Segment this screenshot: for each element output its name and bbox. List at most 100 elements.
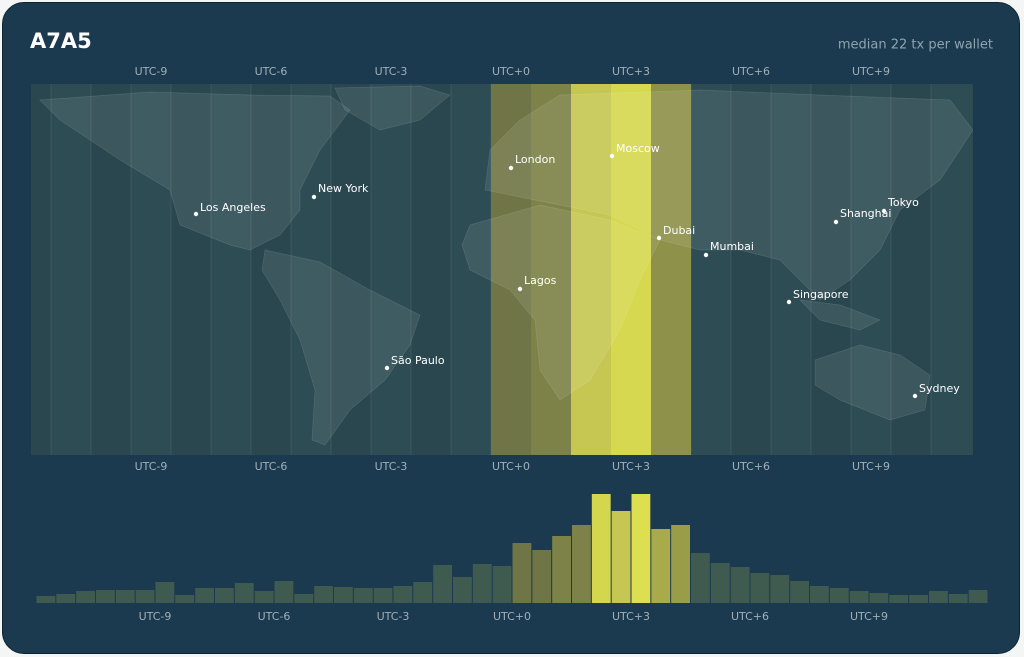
map-top-tick-label: UTC+0 — [492, 65, 530, 78]
cities: Los Angeles New York São Paulo London Lagos M… — [193, 142, 960, 399]
indonesia — [799, 299, 881, 331]
bar — [829, 588, 849, 603]
bar — [274, 581, 294, 603]
bar — [492, 566, 512, 603]
city-label: Sydney — [919, 382, 960, 395]
bar — [909, 595, 928, 603]
city-label: Tokyo — [887, 196, 919, 209]
city-dot — [881, 208, 887, 214]
south-america — [261, 249, 421, 446]
zone-band — [371, 84, 411, 455]
bar — [155, 582, 175, 603]
city-label: Dubai — [663, 224, 695, 237]
bar — [115, 590, 135, 603]
subtitle: median 22 tx per wallet — [838, 38, 993, 53]
bar — [730, 567, 750, 603]
bar — [790, 581, 809, 603]
zone-band — [131, 84, 171, 455]
x-tick-label: UTC-9 — [139, 610, 172, 623]
map-bottom-tick-label: UTC+3 — [612, 460, 650, 473]
city-dot — [786, 299, 792, 305]
zone-band — [251, 84, 291, 455]
zone-band — [931, 84, 971, 455]
histogram: UTC-9 UTC-6 UTC-3 UTC+0 UTC+3 UTC+6 UTC+9 — [36, 494, 988, 623]
city-label: Moscow — [616, 142, 660, 155]
bar — [76, 591, 95, 603]
city-label: Singapore — [793, 288, 849, 301]
bar — [691, 553, 710, 603]
zone-band — [91, 84, 131, 455]
zone-bands — [31, 84, 971, 455]
bar — [56, 594, 76, 603]
bar — [334, 587, 353, 603]
city-label: New York — [318, 182, 369, 195]
map-top-tick-label: UTC+3 — [612, 65, 650, 78]
zone-band — [891, 84, 931, 455]
zone-highlight — [651, 84, 691, 455]
bar — [234, 583, 254, 603]
bar — [215, 588, 234, 603]
bar — [353, 588, 373, 603]
zone-band — [451, 84, 491, 455]
bar — [572, 525, 591, 603]
map-top-tick-label: UTC+9 — [852, 65, 890, 78]
bar — [512, 543, 532, 603]
bar — [413, 582, 433, 603]
bar — [254, 591, 274, 603]
bar — [810, 586, 829, 603]
zone-band — [211, 84, 251, 455]
x-tick-label: UTC-6 — [258, 610, 291, 623]
city-label: Lagos — [524, 274, 557, 287]
x-tick-label: UTC+0 — [493, 610, 531, 623]
bar — [948, 594, 968, 603]
city-dot — [311, 194, 317, 200]
zone-highlight — [531, 84, 571, 455]
bar — [770, 575, 790, 603]
city-dot — [703, 252, 709, 258]
zone-band — [331, 84, 371, 455]
bar — [869, 593, 889, 603]
bar — [433, 565, 452, 603]
bar — [591, 494, 611, 603]
bar — [393, 586, 413, 603]
bar — [968, 590, 988, 603]
zone-highlight — [571, 84, 611, 455]
bar — [294, 594, 314, 603]
city-label: London — [515, 153, 555, 166]
bar — [710, 563, 730, 603]
map-bottom-tick-label: UTC+6 — [732, 460, 770, 473]
map-ticks: UTC-9 UTC-9 UTC-6 UTC-6 UTC-3 UTC-3 UTC+0 UTC+0… — [135, 65, 890, 473]
zone-band — [691, 84, 731, 455]
zone-band — [31, 84, 51, 455]
map-top-tick-label: UTC-9 — [135, 65, 168, 78]
zone-highlight — [611, 84, 651, 455]
city-dot — [912, 393, 918, 399]
bar — [373, 588, 393, 603]
map: Los Angeles New York São Paulo London Lagos M… — [31, 84, 973, 455]
zone-band — [771, 84, 811, 455]
zone-highlight — [491, 84, 531, 455]
bar — [36, 596, 56, 603]
x-tick-label: UTC-3 — [377, 610, 410, 623]
zone-band — [731, 84, 771, 455]
bar — [96, 590, 115, 603]
x-tick-label: UTC+3 — [612, 610, 650, 623]
city-dot — [517, 286, 523, 292]
bar — [849, 591, 869, 603]
city-label: São Paulo — [391, 354, 445, 367]
map-bottom-tick-label: UTC-9 — [135, 460, 168, 473]
map-bottom-tick-label: UTC+0 — [492, 460, 530, 473]
map-bottom-tick-label: UTC-6 — [255, 460, 288, 473]
city-dot — [833, 219, 839, 225]
city-dot — [656, 235, 662, 241]
greenland — [334, 85, 451, 131]
eurasia — [484, 89, 973, 301]
bar — [552, 536, 571, 603]
bar — [631, 494, 651, 603]
city-label: Mumbai — [710, 240, 754, 253]
bar — [135, 590, 155, 603]
map-bottom-tick-label: UTC-3 — [375, 460, 408, 473]
bar — [532, 550, 552, 603]
